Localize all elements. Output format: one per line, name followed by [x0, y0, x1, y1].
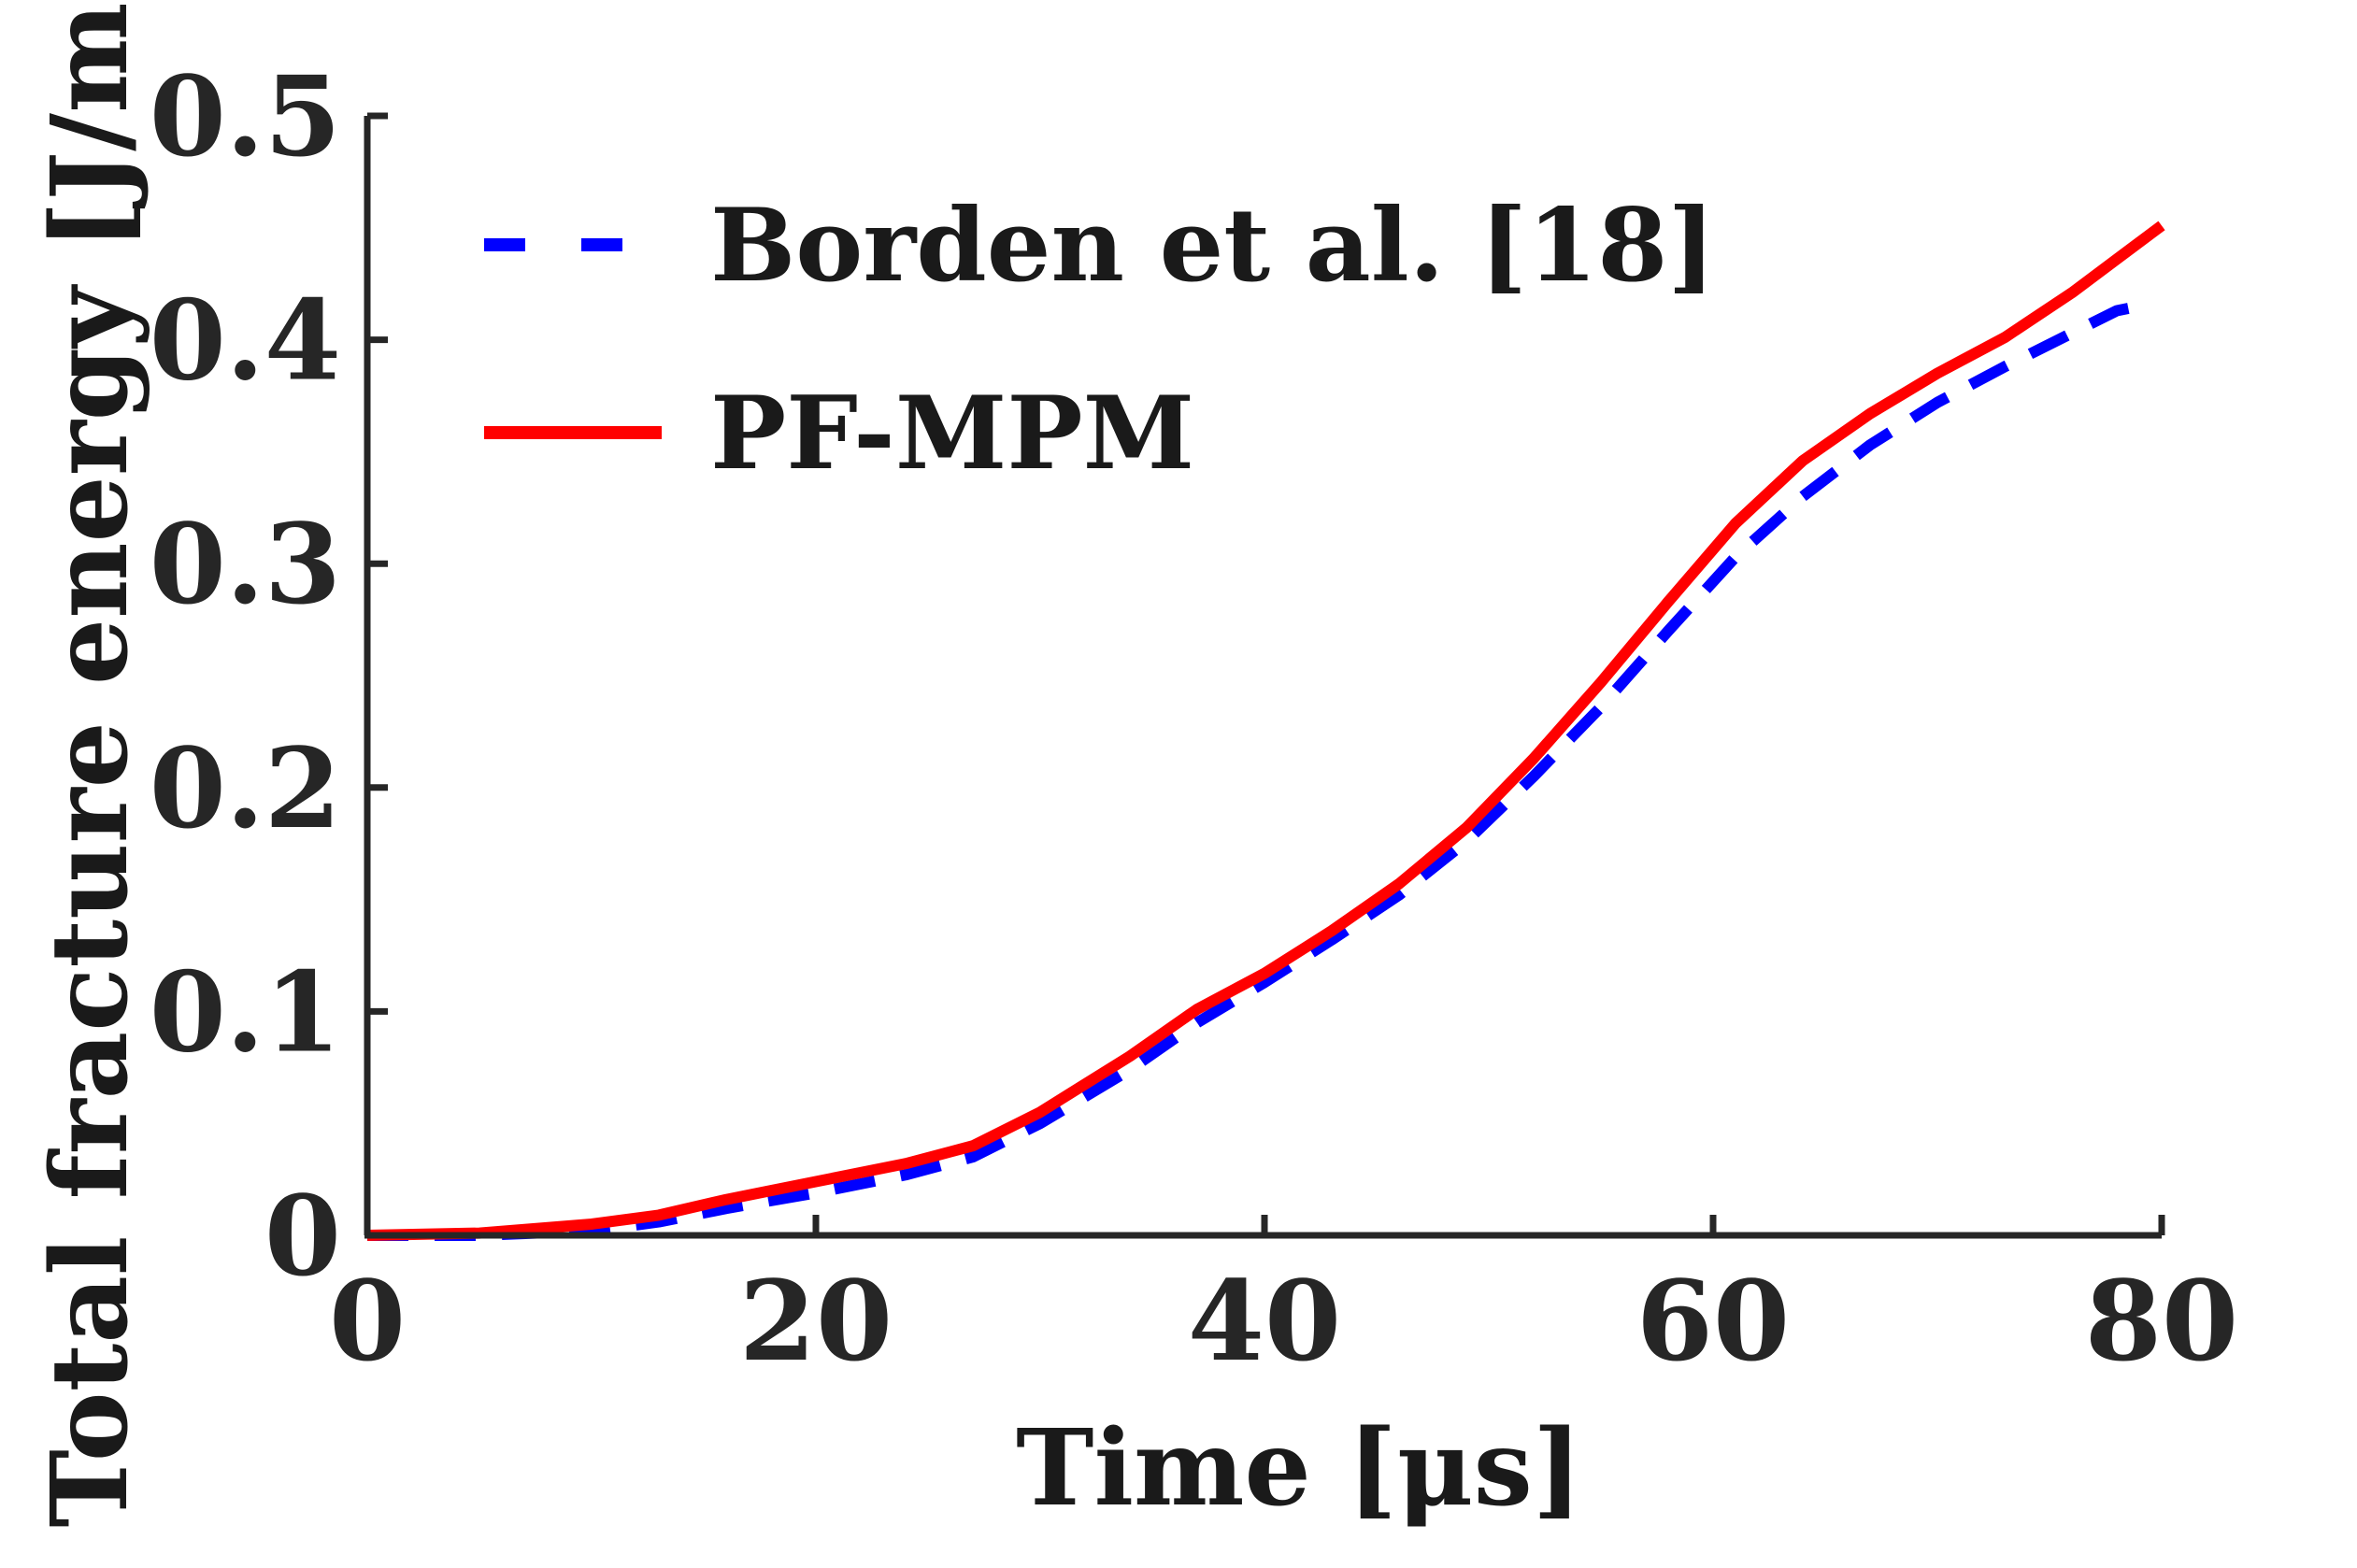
x-tick-label: 40	[1188, 1256, 1341, 1386]
y-tick-label: 0.5	[150, 51, 341, 181]
y-axis-title: Total fracture energy [J/m]	[29, 0, 151, 1528]
y-tick-label: 0.1	[150, 947, 341, 1076]
legend-label-1: Borden et al. [18]	[710, 187, 1715, 305]
legend: Borden et al. [18] PF-MPM	[484, 187, 1715, 492]
y-tick-label: 0.3	[150, 499, 341, 629]
x-tick-label: 20	[739, 1256, 893, 1386]
series-layer	[366, 221, 2165, 1241]
axes-layer: 0 20 40 60 80 0 0.1 0.2 0.3 0.4 0.5	[150, 51, 2238, 1386]
legend-label-2: PF-MPM	[710, 375, 1194, 492]
series-line-2	[366, 221, 2165, 1241]
series-line-1	[367, 298, 2152, 1241]
y-tick-label: 0	[264, 1171, 341, 1301]
x-tick-label: 60	[1636, 1256, 1790, 1386]
y-tick-label: 0.2	[150, 723, 341, 853]
x-tick-label: 80	[2085, 1256, 2238, 1386]
x-axis-title: Time [μs]	[1016, 1407, 1582, 1530]
x-tick-label: 0	[329, 1256, 406, 1386]
y-tick-label: 0.4	[150, 276, 341, 406]
